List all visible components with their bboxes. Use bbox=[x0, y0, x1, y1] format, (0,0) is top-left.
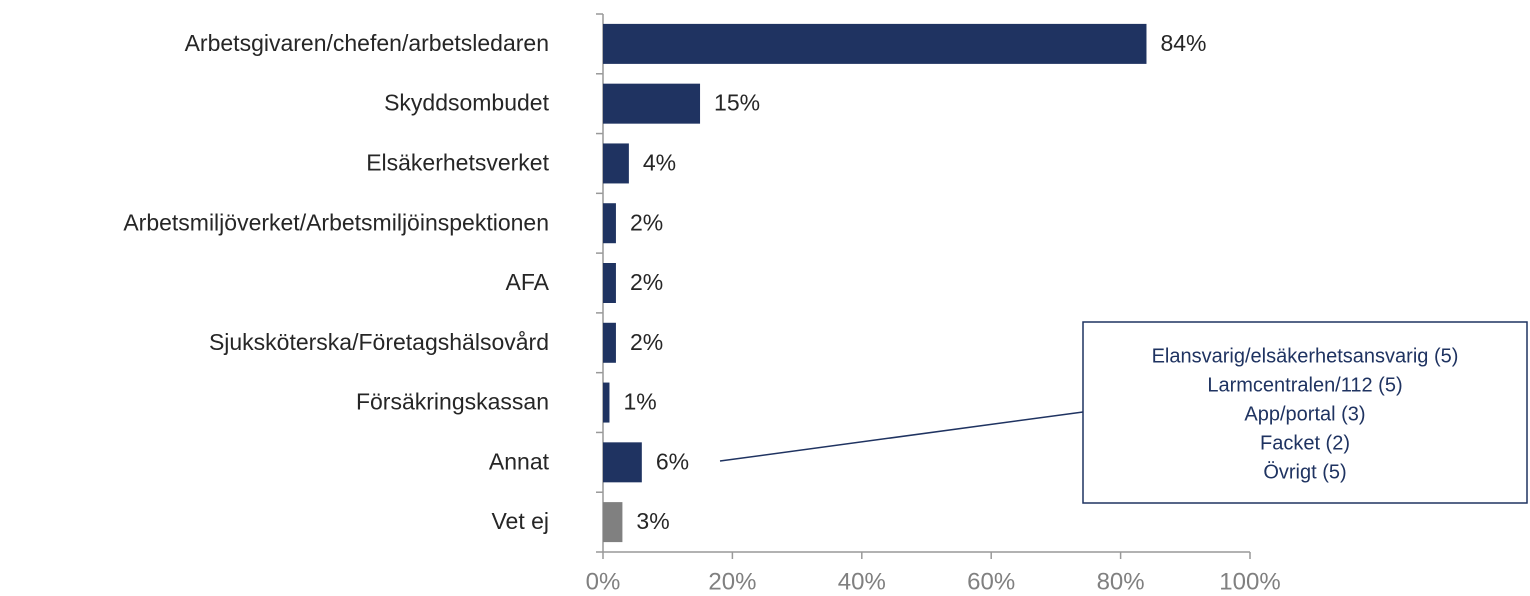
bar bbox=[603, 23, 1147, 64]
x-tick-label: 100% bbox=[1219, 568, 1280, 595]
x-tick-label: 0% bbox=[586, 568, 621, 595]
value-label: 2% bbox=[630, 209, 663, 235]
value-label: 1% bbox=[623, 389, 656, 415]
value-label: 15% bbox=[714, 90, 760, 116]
bar bbox=[603, 83, 701, 124]
x-tick-label: 60% bbox=[967, 568, 1015, 595]
category-label: Försäkringskassan bbox=[356, 389, 549, 415]
annotation-text: App/portal (3) bbox=[1244, 403, 1365, 425]
category-label: Skyddsombudet bbox=[384, 90, 550, 116]
value-label: 6% bbox=[656, 448, 689, 474]
value-label: 4% bbox=[643, 150, 676, 176]
category-label: Arbetsgivaren/chefen/arbetsledaren bbox=[185, 30, 549, 56]
x-tick-label: 40% bbox=[838, 568, 886, 595]
annotation-text: Elansvarig/elsäkerhetsansvarig (5) bbox=[1152, 345, 1459, 367]
x-tick-label: 20% bbox=[708, 568, 756, 595]
value-label: 2% bbox=[630, 329, 663, 355]
category-label: Elsäkerhetsverket bbox=[366, 150, 549, 176]
value-label: 3% bbox=[636, 508, 669, 534]
annotation-leader bbox=[719, 411, 1084, 462]
annotation-box bbox=[1082, 321, 1528, 504]
bar bbox=[603, 143, 629, 184]
annotation-text: Facket (2) bbox=[1260, 432, 1350, 454]
bar bbox=[603, 203, 616, 244]
category-label: Sjuksköterska/Företagshälsovård bbox=[209, 329, 549, 355]
bar bbox=[603, 263, 616, 303]
category-label: Arbetsmiljöverket/Arbetsmiljöinspektione… bbox=[123, 209, 549, 235]
x-tick-label: 80% bbox=[1097, 568, 1145, 595]
annotation-text: Larmcentralen/112 (5) bbox=[1207, 374, 1402, 396]
bar bbox=[603, 442, 642, 483]
category-label: AFA bbox=[506, 269, 550, 295]
bar bbox=[603, 382, 610, 423]
category-label: Vet ej bbox=[491, 508, 549, 534]
bar bbox=[603, 322, 616, 363]
value-label: 84% bbox=[1160, 30, 1206, 56]
annotation-text: Övrigt (5) bbox=[1263, 461, 1346, 483]
value-label: 2% bbox=[630, 269, 663, 295]
category-label: Annat bbox=[489, 448, 550, 474]
bar bbox=[603, 502, 623, 543]
